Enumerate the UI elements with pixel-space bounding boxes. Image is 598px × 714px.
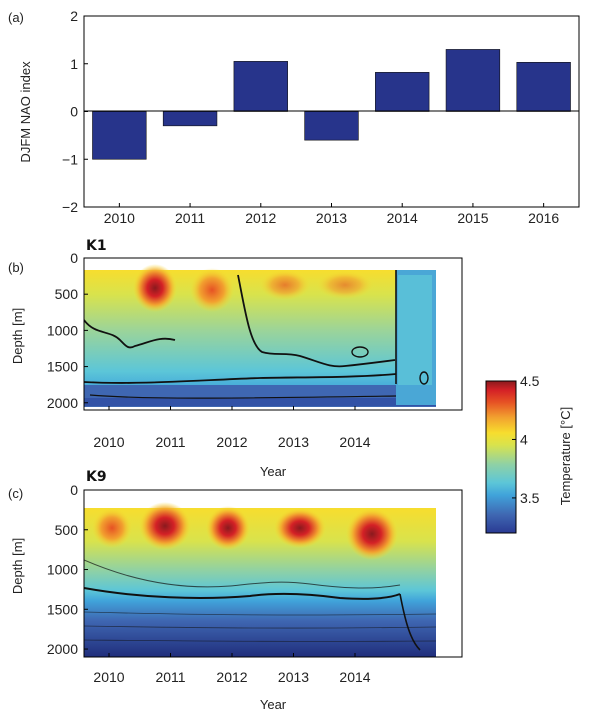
y-tick-label: 0 <box>70 482 78 498</box>
warm-anomaly <box>133 264 177 312</box>
y-tick-label: 0 <box>70 250 78 266</box>
y-tick-label: 1000 <box>47 562 78 578</box>
y-tick-label: 1500 <box>47 359 78 375</box>
bar-2012 <box>233 61 288 112</box>
k9-temperature-section: (c) K9 Depth [m] 0 500 1000 1500 2000 2010 20… <box>8 469 463 712</box>
y-tick-label: −2 <box>62 199 78 215</box>
x-tick-label: 2011 <box>175 210 205 226</box>
colorbar-scale <box>485 380 517 534</box>
panel-label-b: (b) <box>8 260 24 275</box>
x-tick-label: 2012 <box>216 669 247 685</box>
bar-2011 <box>162 111 218 127</box>
y-tick-label: 2000 <box>47 395 78 411</box>
bar-2014 <box>375 72 430 112</box>
x-tick-label: 2011 <box>155 434 185 450</box>
y-tick-label: 2 <box>70 8 78 24</box>
y-tick-label: 0 <box>70 104 78 120</box>
colorbar-tick-label: 4.5 <box>520 373 540 389</box>
x-tick-label: 2010 <box>93 434 124 450</box>
warm-anomaly <box>206 506 250 550</box>
k1-temperature-section: (b) K1 Depth [m] 0 500 1000 1500 2000 2010 20… <box>8 238 463 479</box>
k1-field <box>84 264 436 407</box>
x-tick-label: 2014 <box>339 669 370 685</box>
x-axis-label-c: Year <box>260 697 287 712</box>
warm-anomaly <box>274 508 326 548</box>
x-tick-label: 2010 <box>93 669 124 685</box>
nao-bar-chart: (a) DJFM NAO index 2 1 0 −1 −2 2010 2011 2012 2… <box>8 8 580 226</box>
plot-frame-c <box>83 489 463 658</box>
warm-anomaly <box>139 502 191 550</box>
y-tick-label: −1 <box>62 151 78 167</box>
x-tick-label: 2014 <box>339 434 370 450</box>
temperature-colorbar: 4.5 4 3.5 Temperature [°C] <box>485 373 573 534</box>
y-tick-label: 2000 <box>47 641 78 657</box>
station-label-k1: K1 <box>86 238 107 254</box>
warm-anomaly <box>190 268 234 312</box>
y-tick-label: 500 <box>55 286 79 302</box>
k9-field <box>84 502 437 657</box>
colorbar-tick-label: 3.5 <box>520 490 540 506</box>
bar-2016 <box>516 62 571 112</box>
x-tick-label: 2013 <box>316 210 347 226</box>
warm-anomaly <box>346 508 398 560</box>
station-label-k9: K9 <box>86 469 107 485</box>
panel-label-c: (c) <box>8 486 23 501</box>
x-tick-label: 2013 <box>278 669 309 685</box>
panel-label-a: (a) <box>8 10 24 25</box>
colorbar-label: Temperature [°C] <box>558 407 573 505</box>
colorbar-tick-label: 4 <box>520 431 528 447</box>
x-tick-label: 2016 <box>528 210 559 226</box>
warm-anomaly <box>260 270 310 300</box>
bar-2010 <box>92 111 147 160</box>
y-tick-label: 1 <box>70 56 78 72</box>
y-axis-label-a: DJFM NAO index <box>18 61 33 163</box>
bar-2015 <box>445 49 501 112</box>
x-tick-label: 2013 <box>278 434 309 450</box>
x-tick-label: 2011 <box>155 669 185 685</box>
x-axis-label-b: Year <box>260 464 287 479</box>
y-axis-label-b: Depth [m] <box>10 308 25 364</box>
warm-anomaly <box>317 271 373 299</box>
y-axis-label-c: Depth [m] <box>10 538 25 594</box>
y-tick-label: 500 <box>55 522 79 538</box>
x-tick-label: 2012 <box>216 434 247 450</box>
y-tick-label: 1500 <box>47 601 78 617</box>
y-tick-label: 1000 <box>47 322 78 338</box>
x-tick-label: 2010 <box>104 210 135 226</box>
x-tick-label: 2014 <box>387 210 418 226</box>
x-tick-label: 2015 <box>457 210 488 226</box>
warm-anomaly <box>92 508 132 548</box>
plot-frame-b <box>83 257 463 411</box>
x-tick-label: 2012 <box>245 210 276 226</box>
bar-2013 <box>304 111 359 141</box>
